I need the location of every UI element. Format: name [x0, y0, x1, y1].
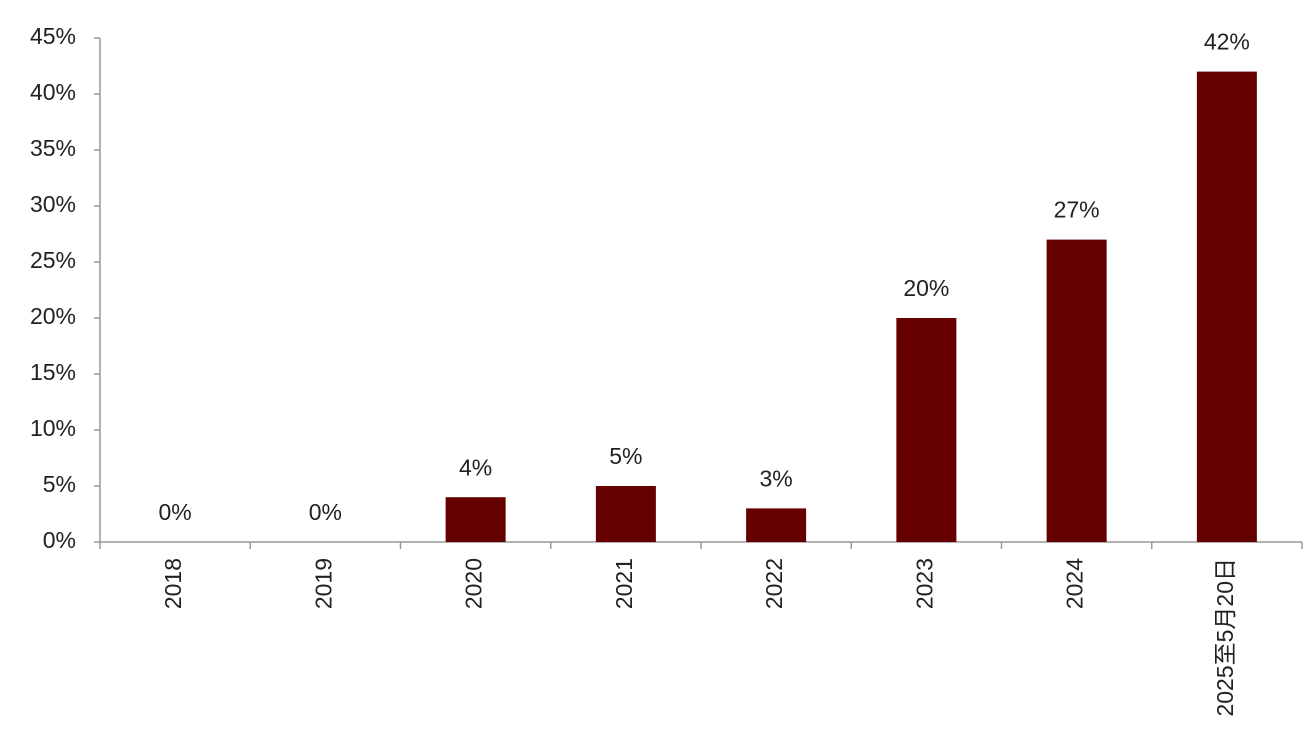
value-label: 3%: [760, 465, 793, 491]
y-tick-label: 15%: [30, 359, 76, 385]
x-tick-label: 2021: [611, 558, 637, 609]
y-tick-label: 0%: [43, 527, 76, 553]
x-tick-label: 2019: [310, 558, 336, 609]
bar: [1046, 239, 1107, 542]
y-tick-label: 10%: [30, 415, 76, 441]
x-tick-label: 2023: [911, 558, 937, 609]
y-tick-label: 25%: [30, 247, 76, 273]
y-tick-label: 35%: [30, 135, 76, 161]
value-label: 27%: [1054, 197, 1100, 223]
value-label: 42%: [1204, 29, 1250, 55]
x-tick-label: 2022: [761, 558, 787, 609]
y-tick-label: 40%: [30, 79, 76, 105]
y-tick-label: 45%: [30, 23, 76, 49]
bar: [1196, 71, 1257, 542]
bar: [746, 508, 807, 542]
value-label: 0%: [309, 499, 342, 525]
bar: [595, 486, 656, 542]
value-label: 4%: [459, 454, 492, 480]
value-label: 20%: [903, 275, 949, 301]
x-tick-label: 2018: [160, 558, 186, 609]
x-tick-label: 2025至5月20日: [1212, 558, 1238, 717]
bar: [445, 497, 506, 542]
y-tick-label: 20%: [30, 303, 76, 329]
x-tick-label: 2024: [1062, 558, 1088, 609]
bar: [896, 318, 957, 542]
value-label: 5%: [609, 443, 642, 469]
y-tick-label: 30%: [30, 191, 76, 217]
x-tick-label: 2020: [461, 558, 487, 609]
y-tick-label: 5%: [43, 471, 76, 497]
value-label: 0%: [159, 499, 192, 525]
